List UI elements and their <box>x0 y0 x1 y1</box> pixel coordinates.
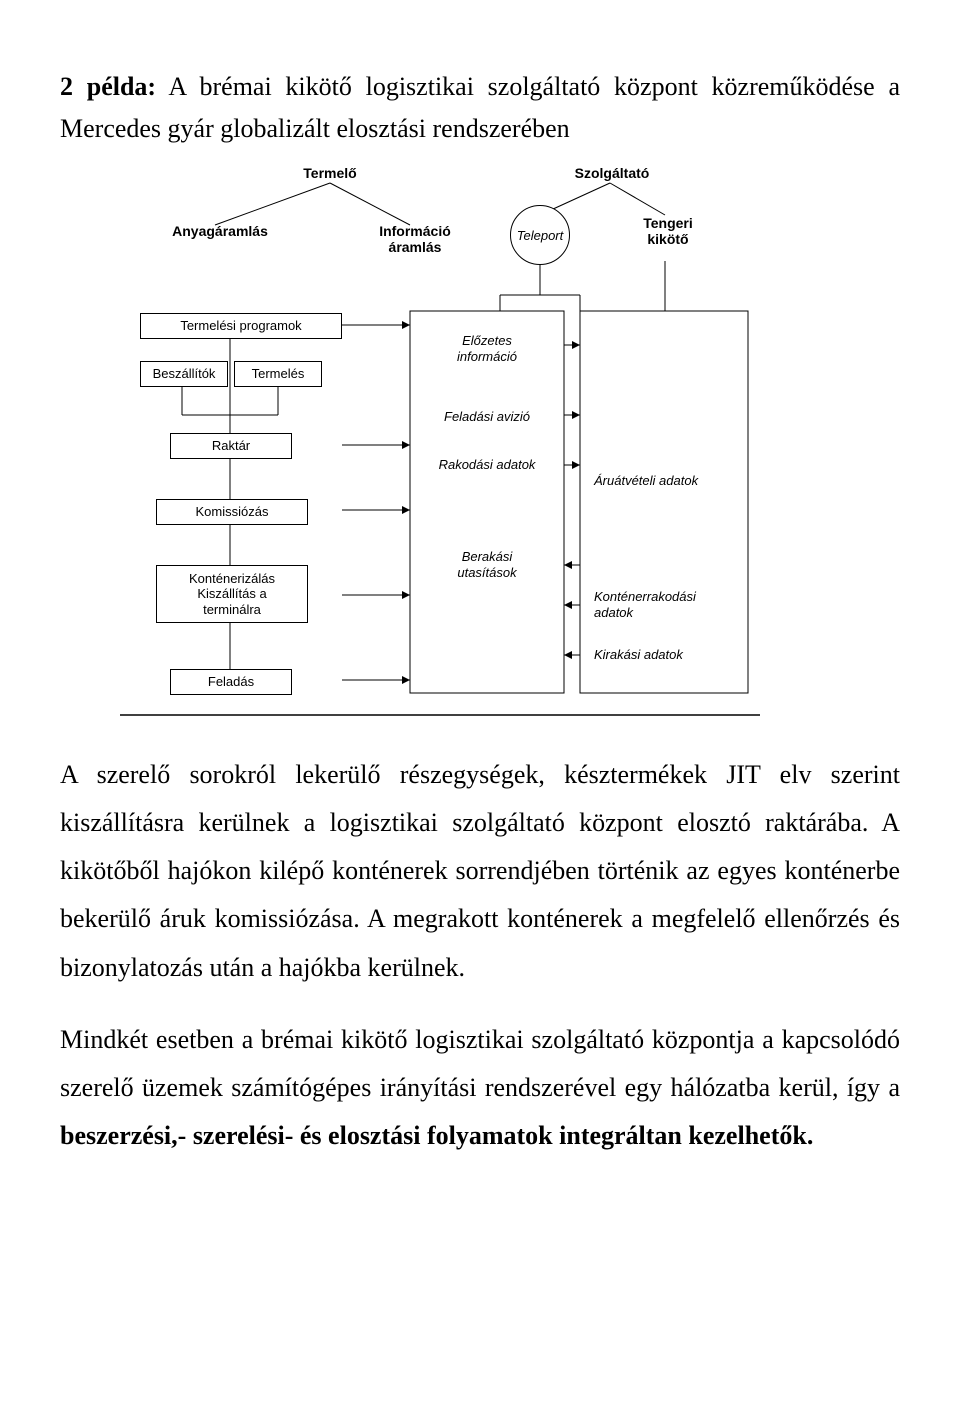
text-aruatveteli: Áruátvételi adatok <box>594 473 744 489</box>
label-szolgaltato: Szolgáltató <box>562 165 662 181</box>
box-feladas: Feladás <box>170 669 292 695</box>
box-beszallitok: Beszállítók <box>140 361 228 387</box>
para2-bold: beszerzési,- szerelési- és elosztási fol… <box>60 1121 813 1150</box>
flow-diagram: Termelő Szolgáltató <box>120 165 760 721</box>
example-title: 2 példa: A brémai kikötő logisztikai szo… <box>60 66 900 149</box>
text-rakodasi: Rakodási adatok <box>420 457 554 473</box>
box-komissiozas: Komissiózás <box>156 499 308 525</box>
paragraph-2: Mindkét esetben a brémai kikötő logiszti… <box>60 1016 900 1160</box>
title-lead: 2 példa: <box>60 72 156 101</box>
node-teleport: Teleport <box>510 205 570 265</box>
label-tengeri: Tengeri kikötő <box>628 215 708 247</box>
box-raktar: Raktár <box>170 433 292 459</box>
text-feladasi: Feladási avizió <box>420 409 554 425</box>
para2-a: Mindkét esetben a brémai kikötő logiszti… <box>60 1025 900 1102</box>
text-berakasi: Berakási utasítások <box>420 549 554 580</box>
label-anyagaramlas: Anyagáramlás <box>160 223 280 239</box>
text-kirakasi: Kirakási adatok <box>594 647 744 663</box>
page: 2 példa: A brémai kikötő logisztikai szo… <box>0 0 960 1220</box>
box-termelesi-programok: Termelési programok <box>140 313 342 339</box>
title-rest: A brémai kikötő logisztikai szolgáltató … <box>60 72 900 143</box>
diagram-container: Termelő Szolgáltató <box>120 165 760 721</box>
text-elozetes: Előzetes információ <box>420 333 554 364</box>
box-termeles: Termelés <box>234 361 322 387</box>
label-informacio: Információ áramlás <box>370 223 460 255</box>
text-kontenerrakodasi: Konténerrakodási adatok <box>594 589 744 620</box>
label-termelo: Termelő <box>290 165 370 181</box>
paragraph-1: A szerelő sorokról lekerülő részegységek… <box>60 751 900 991</box>
teleport-text: Teleport <box>517 228 564 243</box>
box-kontenerizalas: Konténerizálás Kiszállítás a terminálra <box>156 565 308 623</box>
